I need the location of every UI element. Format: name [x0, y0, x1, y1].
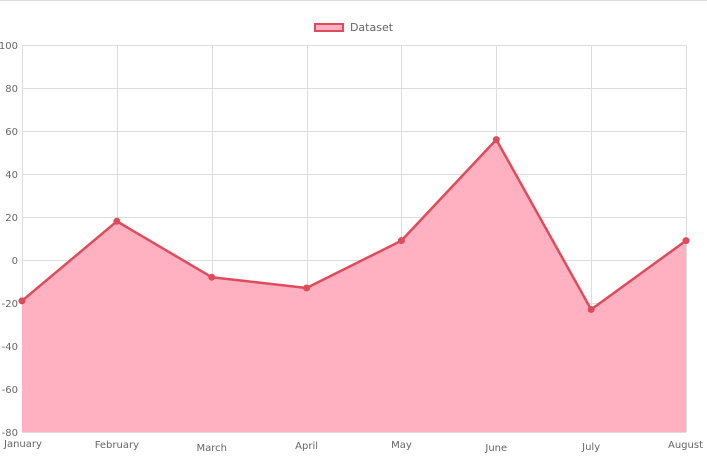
y-tick-label: 0 [12, 256, 18, 267]
data-point [113, 217, 121, 225]
data-point [208, 273, 216, 281]
x-tick-label: April [295, 441, 318, 452]
series-line [21, 138, 687, 311]
x-tick-label: June [484, 443, 507, 454]
y-tick-label: -80 [2, 428, 18, 439]
legend[interactable]: Dataset [0, 21, 707, 34]
y-tick-label: -40 [2, 342, 18, 353]
series-area [22, 139, 686, 432]
legend-label: Dataset [349, 21, 394, 34]
y-tick-label: -20 [2, 299, 18, 310]
y-tick-label: 20 [5, 213, 18, 224]
data-point [397, 237, 405, 245]
y-tick-label: 40 [5, 170, 18, 181]
x-tick-label: July [581, 442, 600, 453]
x-tick-label: March [196, 443, 226, 454]
top-divider [0, 0, 707, 1]
data-point [303, 284, 311, 292]
x-tick-label: August [668, 440, 703, 451]
x-tick-label: January [3, 439, 42, 450]
x-tick-label: February [95, 440, 139, 451]
legend-swatch [313, 23, 344, 32]
x-tick-label: May [391, 440, 412, 451]
y-tick-label: 100 [0, 41, 18, 52]
y-tick-label: 60 [5, 127, 18, 138]
data-point [587, 305, 595, 313]
data-point [682, 237, 690, 245]
y-tick-label: -60 [2, 385, 18, 396]
data-point [492, 136, 500, 144]
data-point [18, 297, 26, 305]
y-tick-label: 80 [5, 84, 18, 95]
